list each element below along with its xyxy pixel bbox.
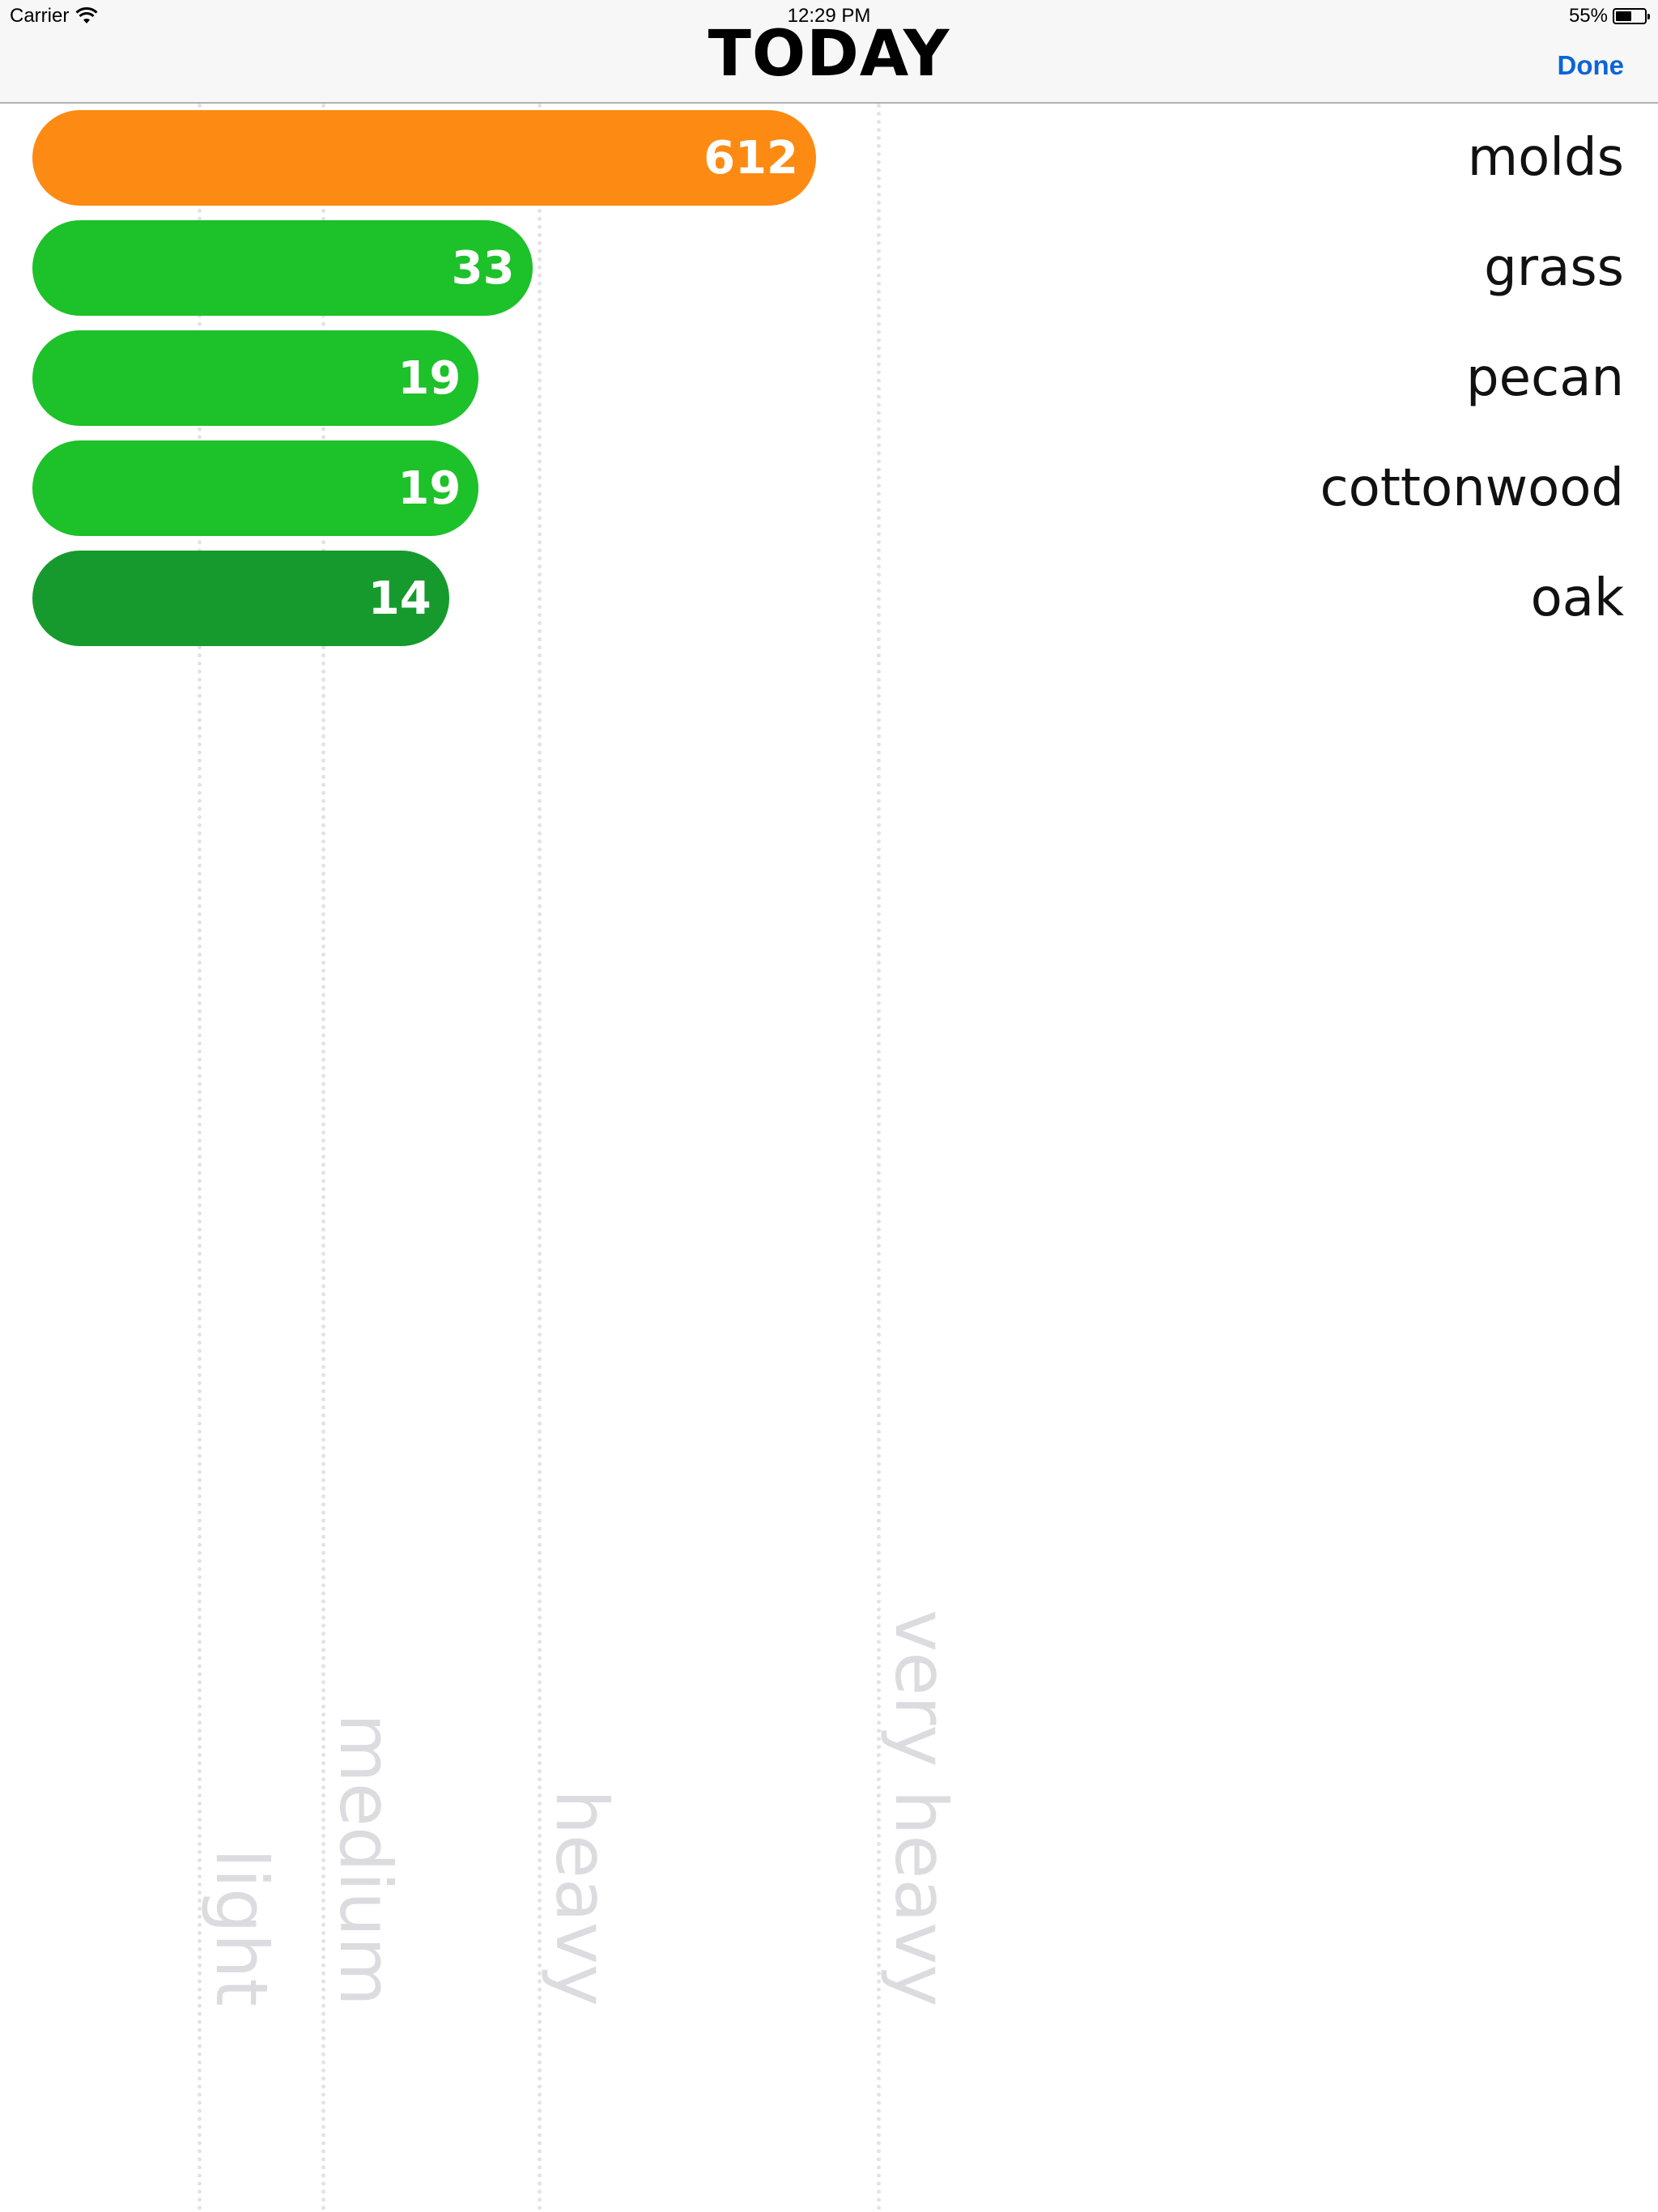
pollen-bar-value: 19 — [397, 351, 461, 405]
allergen-label-grass: grass — [1484, 238, 1624, 298]
threshold-label-light: light — [200, 1848, 283, 2006]
allergen-label-molds: molds — [1467, 128, 1624, 188]
pollen-bar-pecan: 19 — [32, 330, 479, 426]
pollen-bar-grass: 33 — [32, 220, 533, 316]
allergen-label-pecan: pecan — [1466, 348, 1624, 408]
battery-indicator: 55% — [1568, 5, 1650, 28]
threshold-line-heavy — [538, 104, 542, 2212]
pollen-bar-value: 612 — [704, 131, 798, 185]
threshold-line-light — [198, 104, 202, 2212]
pollen-bar-oak: 14 — [32, 551, 449, 646]
battery-percent: 55% — [1568, 5, 1608, 27]
carrier-indicator: Carrier — [10, 5, 98, 28]
done-button[interactable]: Done — [1557, 50, 1625, 80]
battery-icon — [1613, 8, 1650, 24]
status-time: 12:29 PM — [787, 5, 871, 27]
wifi-icon — [75, 7, 98, 23]
threshold-label-very-heavy: very heavy — [879, 1609, 963, 2006]
pollen-chart: light medium heavy very heavy 612 molds 33 gras… — [0, 104, 1658, 2212]
status-bar: Carrier 12:29 PM 55% — [0, 0, 1658, 32]
pollen-bar-molds: 612 — [32, 110, 816, 206]
threshold-line-medium — [321, 104, 325, 2212]
threshold-label-heavy: heavy — [540, 1789, 623, 2006]
allergen-label-oak: oak — [1530, 568, 1624, 628]
page-title: TODAY — [708, 18, 950, 91]
carrier-label: Carrier — [10, 5, 70, 27]
threshold-label-medium: medium — [324, 1713, 407, 2006]
pollen-bar-value: 33 — [451, 241, 515, 295]
pollen-bar-cottonwood: 19 — [32, 440, 479, 536]
allergen-label-cottonwood: cottonwood — [1320, 458, 1624, 518]
pollen-bar-value: 19 — [397, 462, 461, 515]
threshold-line-very-heavy — [877, 104, 881, 2212]
pollen-bar-value: 14 — [368, 572, 432, 625]
navigation-bar: TODAY Done — [0, 0, 1658, 104]
